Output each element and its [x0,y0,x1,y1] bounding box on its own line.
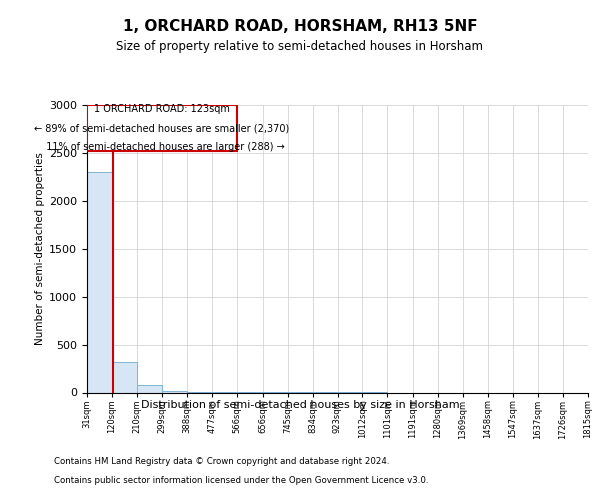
Text: 1, ORCHARD ROAD, HORSHAM, RH13 5NF: 1, ORCHARD ROAD, HORSHAM, RH13 5NF [122,19,478,34]
Bar [87,172,112,392]
Bar [137,385,162,392]
Y-axis label: Number of semi-detached properties: Number of semi-detached properties [35,152,45,345]
Text: 1 ORCHARD ROAD: 123sqm: 1 ORCHARD ROAD: 123sqm [94,104,230,115]
Text: 11% of semi-detached houses are larger (288) →: 11% of semi-detached houses are larger (… [40,142,284,152]
Text: ← 89% of semi-detached houses are smaller (2,370): ← 89% of semi-detached houses are smalle… [34,123,290,133]
Text: Contains public sector information licensed under the Open Government Licence v3: Contains public sector information licen… [54,476,428,485]
Text: Size of property relative to semi-detached houses in Horsham: Size of property relative to semi-detach… [116,40,484,53]
FancyBboxPatch shape [87,105,237,151]
Bar [162,390,187,392]
Text: Contains HM Land Registry data © Crown copyright and database right 2024.: Contains HM Land Registry data © Crown c… [54,458,389,466]
Text: Distribution of semi-detached houses by size in Horsham: Distribution of semi-detached houses by … [140,400,460,410]
Bar [112,362,137,392]
